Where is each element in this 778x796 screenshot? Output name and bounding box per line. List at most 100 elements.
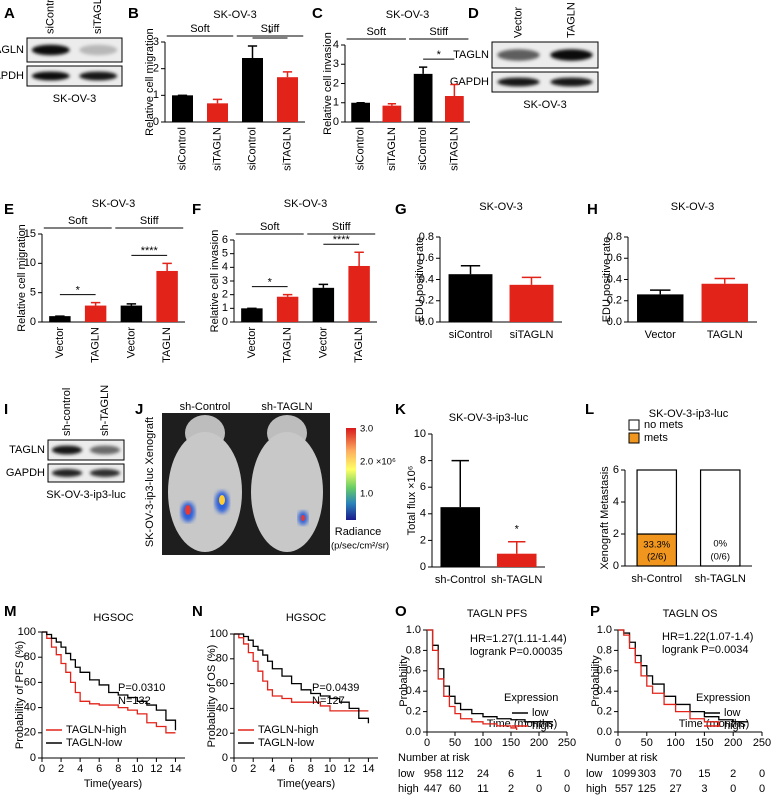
y-axis-label: Relative cell migration [16,224,28,332]
bar [440,507,481,567]
annotation: logrank P=0.0034 [662,644,749,656]
y-tick-label: 3 [333,58,339,70]
risk-count: 1099 [612,768,636,780]
risk-count: 70 [669,768,681,780]
risk-count: 958 [424,768,442,780]
y-tick-label: 4 [420,508,426,520]
y-tick-label: 80 [24,651,36,663]
legend-label: TAGLN-high [66,724,126,736]
error-bar [419,66,428,74]
legend-label: TAGLN-high [258,724,318,736]
blot-band [31,44,70,56]
x-tick-label: 50 [641,737,653,749]
y-tick-label: 0.2 [607,295,622,307]
blot-band [497,49,540,61]
scale-unit: (p/sec/cm²/sr) [331,541,389,552]
risk-row-label: low [586,768,603,780]
bar [382,105,402,122]
y-tick-label: 1.0 [406,624,421,636]
bar [277,77,298,122]
y-tick-label: 100 [210,628,228,640]
x-tick-label: Vector [645,329,677,341]
bar [509,284,554,322]
risk-count: 2 [730,768,736,780]
y-tick-label: 20 [24,727,36,739]
risk-title: Number at risk [398,752,470,764]
blot-caption: SK-OV-3 [523,99,566,111]
signal-spot [301,515,305,521]
group-label: Stiff [429,26,449,38]
legend-label: TAGLN-low [258,737,314,749]
x-tick-label: 4 [269,763,275,775]
y-tick-label: 2 [333,77,339,89]
blot-column-label: siTAGLN [92,0,104,34]
y-tick-label: 100 [18,626,36,638]
error-bar [282,71,293,78]
risk-count: 6 [508,768,514,780]
survival-curve [234,633,369,712]
annotation: P=0.0439 [312,682,359,694]
x-tick-label: 8 [308,763,314,775]
legend-swatch [628,432,640,444]
annotation: HR=1.27(1.11-1.44) [470,633,567,645]
image-label: sh-TAGLN [261,401,312,413]
y-tick-label: 10 [414,428,426,440]
risk-count: 303 [638,768,656,780]
survival-curve [427,629,518,730]
x-tick-label: 200 [724,737,742,749]
blot-frame [47,463,125,483]
y-tick-label: 1 [333,97,339,109]
bar-segment [636,469,678,535]
blot-band [79,44,118,56]
risk-count: 0 [759,783,765,795]
blot-row-label: TAGLN [9,444,45,456]
y-tick-label: 2 [153,63,159,75]
y-tick-label: 4 [613,496,619,508]
blot-caption: SK-OV-3-ip3-luc [46,489,126,501]
legend-label: no mets [644,419,684,431]
y-tick-label: 0.6 [597,665,612,677]
significance-label: * [268,28,273,40]
panel-letter: H [587,201,598,218]
error-bar [354,251,364,266]
x-tick-label: 12 [343,763,355,775]
survival-curve [42,631,176,734]
y-tick-label: 4 [222,261,228,273]
x-tick-label: 250 [753,737,771,749]
x-axis-label: Time (months) [679,718,750,730]
scale-tick-label: 3.0 [360,424,373,435]
y-tick-label: 15 [24,228,36,240]
bar [445,96,464,122]
x-tick-label: siControl [176,127,188,170]
blot-band [550,77,593,87]
x-axis-label: Time(years) [277,778,335,790]
blot-frame [26,65,123,87]
group-label: Soft [68,215,88,227]
y-tick-label: 0 [30,752,36,764]
blot-band [497,77,540,87]
x-tick-label: sh-TAGLN [695,573,746,585]
y-tick-label: 0.0 [607,316,622,328]
error-bar [90,301,101,306]
risk-count: 2 [508,783,514,795]
x-tick-label: siTAGLN [386,127,398,171]
risk-row-label: high [398,783,419,795]
y-tick-label: 8 [420,455,426,467]
chart-title: SK-OV-3 [479,201,522,213]
significance-label: * [437,49,442,61]
blot-row-label: TAGLN [453,49,489,61]
annotation: P=0.0310 [118,682,165,694]
y-tick-label: 0 [153,116,159,128]
panel-letter: K [395,401,406,418]
error-bar [387,102,396,106]
x-tick-label: 150 [502,737,520,749]
blot-column-label: Vector [512,6,524,38]
y-tick-label: 0.2 [597,706,612,718]
y-axis-label: Probability [398,655,410,707]
survival-curve [42,631,177,731]
error-bar [460,264,481,275]
blot-band [89,445,121,455]
image-label: sh-Control [180,401,231,413]
y-tick-label: 2 [613,528,619,540]
